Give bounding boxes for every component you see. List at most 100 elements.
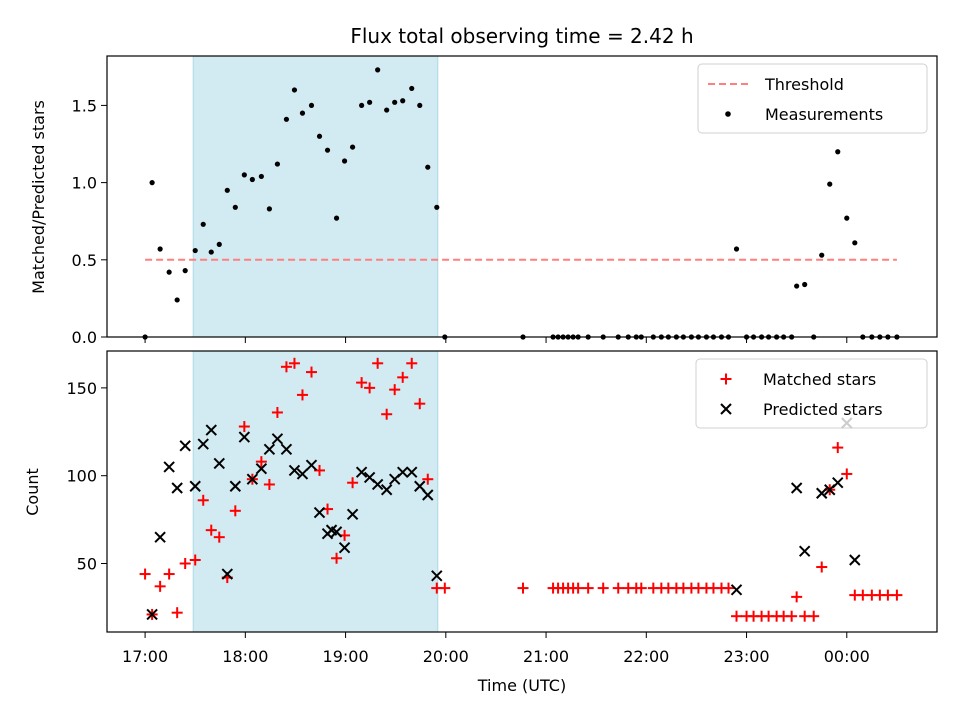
measurement-point (802, 281, 808, 288)
top-highlight-span (192, 55, 439, 338)
legend-measurements-swatch (725, 111, 731, 117)
predicted-star-point (338, 541, 351, 554)
measurement-point (359, 102, 365, 109)
predicted-star-point (189, 480, 201, 492)
predicted-star-point (313, 506, 326, 519)
matched-star-point (597, 582, 609, 594)
predicted-star-point (397, 466, 409, 478)
matched-star-point (439, 582, 451, 594)
predicted-star-point-b (313, 506, 326, 519)
legend-matched-swatch (720, 373, 732, 385)
legend-measurements-label: Measurements (765, 105, 883, 124)
predicted-star-point-b (296, 468, 309, 480)
predicted-star-point (790, 482, 803, 494)
matched-star-point (414, 398, 426, 410)
bottom-highlight-span (192, 350, 439, 633)
measurement-point (258, 173, 264, 180)
predicted-star-point-b (397, 466, 409, 478)
predicted-star-point (255, 462, 268, 475)
measurement-point (827, 181, 833, 187)
predicted-star-point (371, 478, 384, 491)
predicted-star-point-b (338, 541, 351, 554)
predicted-star-point (832, 477, 844, 489)
measurement-point (249, 176, 255, 183)
predicted-star-point-b (330, 526, 343, 538)
x-axis-label: Time (UTC) (477, 676, 566, 695)
predicted-star-point (346, 508, 359, 521)
measurement-point (819, 252, 825, 258)
matched-star-point (347, 477, 359, 489)
x-tick-label: 17:00 (122, 647, 168, 666)
measurement-point (216, 241, 222, 247)
predicted-star-point (431, 570, 443, 582)
matched-star-point (296, 389, 308, 401)
measurement-point (200, 221, 206, 227)
measurement-point (291, 87, 298, 93)
predicted-star-point (213, 457, 225, 470)
x-tick-label: 22:00 (623, 647, 669, 666)
matched-star-point (179, 558, 191, 570)
predicted-star-point (330, 526, 343, 538)
predicted-star-point-b (255, 462, 268, 475)
predicted-star-point (798, 545, 811, 557)
measurement-point (308, 102, 315, 109)
predicted-star-point-b (271, 433, 284, 445)
matched-star-point (832, 442, 844, 454)
predicted-star-point-b (406, 466, 418, 478)
predicted-star-point (271, 433, 284, 445)
matched-star-point (791, 591, 803, 603)
predicted-star-point-b (221, 568, 233, 580)
legend-threshold-label: Threshold (764, 75, 844, 94)
matched-star-point (891, 589, 903, 601)
predicted-star-point (179, 440, 191, 452)
bottom-y-tick-label: 100 (66, 467, 97, 486)
top-y-tick-label: 1.5 (72, 96, 97, 115)
matched-star-point (635, 582, 647, 594)
predicted-star-point-b (431, 570, 443, 582)
legend-predicted-marker (720, 403, 732, 415)
matched-star-point (255, 456, 267, 468)
predicted-star-point (730, 584, 743, 596)
matched-star-point (205, 524, 217, 536)
bottom-axes-frame (106, 350, 938, 633)
x-tick-label: 23:00 (723, 647, 769, 666)
legend-matched-label: Matched stars (763, 370, 876, 389)
measurement-point (166, 269, 172, 275)
legend-predicted-swatch (720, 403, 732, 415)
top-y-tick-label: 1.0 (72, 174, 97, 193)
predicted-star-point-b (816, 487, 828, 499)
matched-star-point (364, 382, 376, 394)
matched-star-point (582, 582, 594, 594)
measurement-point (192, 247, 198, 254)
matched-star-point (841, 468, 853, 480)
measurement-point (417, 102, 423, 109)
matched-star-point (197, 494, 209, 506)
predicted-star-point-b (363, 471, 376, 484)
matched-star-point (189, 554, 201, 566)
matched-star-point (280, 361, 292, 373)
measurement-point (333, 215, 340, 221)
measurement-point (324, 147, 331, 153)
matched-star-point (213, 531, 225, 543)
predicted-star-point-b (730, 584, 743, 596)
predicted-star-point-b (179, 440, 191, 452)
predicted-star-point-b (371, 478, 384, 491)
matched-star-point (305, 366, 317, 378)
predicted-star-point (229, 480, 242, 492)
matched-star-point (572, 582, 584, 594)
legend-predicted-label: Predicted stars (763, 400, 883, 419)
predicted-star-point (205, 424, 217, 436)
predicted-star-point-b (229, 480, 242, 492)
predicted-star-point (171, 482, 183, 494)
matched-star-point (263, 478, 275, 490)
predicted-star-point-b (205, 424, 217, 436)
measurement-point (367, 99, 373, 105)
bottom-subplot: 50 100 150 17:00 18:00 19:00 20:00 21:00 22:00 23… (66, 350, 938, 666)
predicted-star-point-b (280, 443, 293, 456)
matched-star-point (372, 357, 384, 369)
predicted-star-point-b (171, 482, 183, 494)
bottom-legend: Matched stars Predicted stars (695, 358, 928, 429)
x-tick-label: 20:00 (423, 647, 469, 666)
matched-star-point (331, 552, 343, 564)
predicted-star-point (816, 487, 828, 499)
